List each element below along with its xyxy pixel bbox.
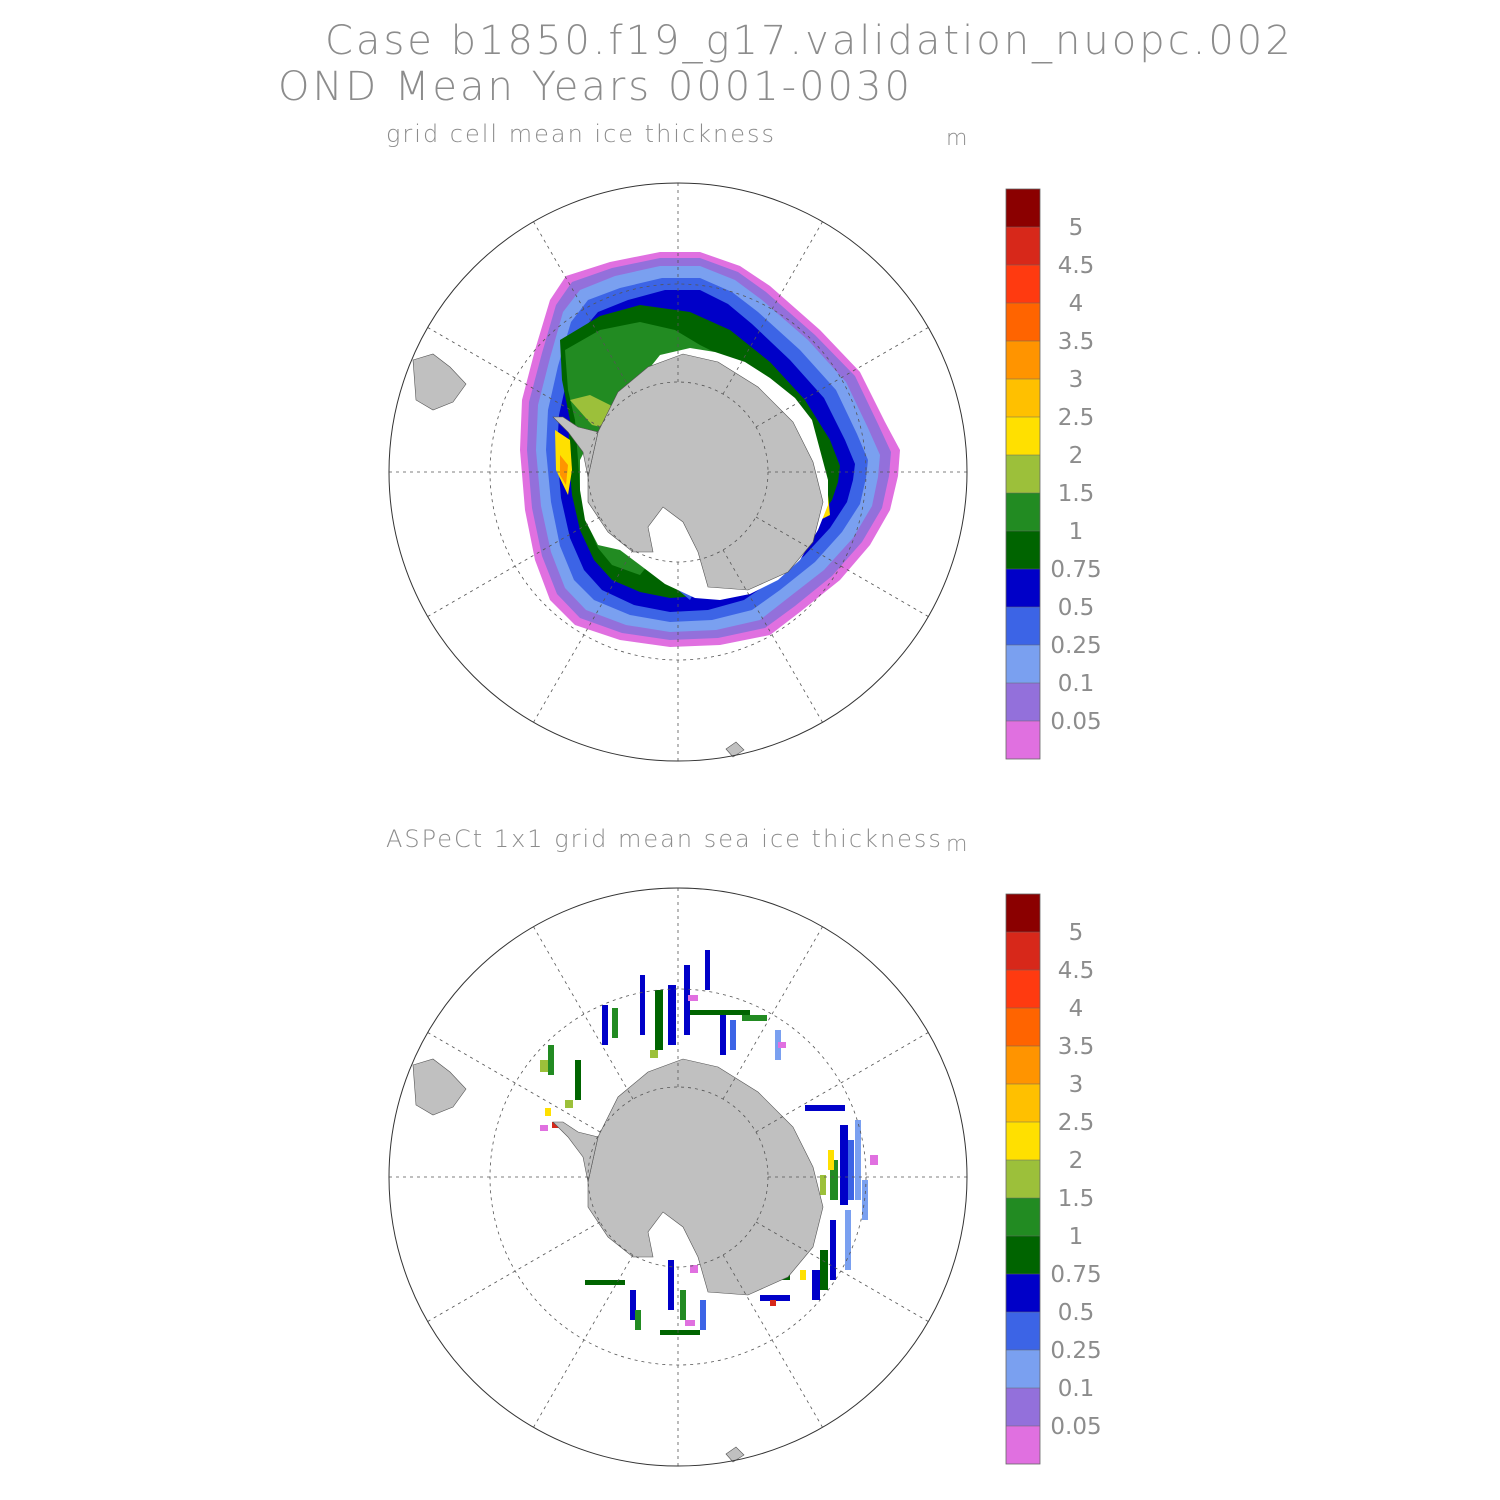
map-1-graticule xyxy=(389,183,967,761)
colorbar-2-tick-label: 4 xyxy=(1069,996,1084,1022)
colorbar-1-swatch xyxy=(1006,721,1040,759)
observed-ice-tracks xyxy=(540,950,878,1335)
colorbar-2-swatch xyxy=(1006,1046,1040,1084)
colorbar-2-swatch xyxy=(1006,970,1040,1008)
colorbar-2-swatch xyxy=(1006,1388,1040,1426)
map-2-island xyxy=(725,1446,745,1463)
colorbar-2-swatch xyxy=(1006,1084,1040,1122)
colorbar-2-swatch xyxy=(1006,1160,1040,1198)
colorbar-2-swatch xyxy=(1006,1198,1040,1236)
colorbar-1-tick-label: 2 xyxy=(1069,443,1084,469)
colorbar-1-swatch xyxy=(1006,417,1040,455)
panel-2-unit: m xyxy=(946,832,970,857)
colorbar-1-tick-label: 4.5 xyxy=(1058,253,1095,279)
map-2-south-america xyxy=(412,1058,467,1116)
colorbar-1-tick-label: 2.5 xyxy=(1058,405,1095,431)
colorbar-2-tick-label: 0.05 xyxy=(1050,1414,1101,1440)
map-1-peninsula xyxy=(552,416,599,478)
colorbar-1-tick-label: 0.1 xyxy=(1058,671,1095,697)
colorbar-2-tick-label: 0.75 xyxy=(1050,1262,1101,1288)
colorbar-2-swatch xyxy=(1006,1426,1040,1464)
colorbar-2-tick-label: 0.25 xyxy=(1050,1338,1101,1364)
colorbar-1-swatch xyxy=(1006,189,1040,227)
colorbar-1-swatch xyxy=(1006,341,1040,379)
colorbar-2-swatch xyxy=(1006,1236,1040,1274)
colorbar-1-tick-label: 0.05 xyxy=(1050,709,1101,735)
colorbar-2-tick-label: 1.5 xyxy=(1058,1186,1095,1212)
colorbar-2-swatch xyxy=(1006,1350,1040,1388)
colorbar-1-swatch xyxy=(1006,455,1040,493)
colorbar-2-tick-label: 4.5 xyxy=(1058,958,1095,984)
map-1-boundary xyxy=(388,182,968,762)
colorbar-1-tick-label: 5 xyxy=(1069,215,1084,241)
map-2-graticule xyxy=(389,888,967,1466)
period-title: OND Mean Years 0001-0030 xyxy=(278,64,913,110)
colorbar-1-tick-label: 0.75 xyxy=(1050,557,1101,583)
colorbar-1-swatch xyxy=(1006,265,1040,303)
colorbar-2-tick-label: 0.5 xyxy=(1058,1300,1095,1326)
colorbar-1-swatch xyxy=(1006,303,1040,341)
colorbar-2-tick-label: 2 xyxy=(1069,1148,1084,1174)
colorbar-2-swatch xyxy=(1006,894,1040,932)
colorbar-2-swatch xyxy=(1006,1122,1040,1160)
case-title: Case b1850.f19_g17.validation_nuopc.002 xyxy=(325,18,1294,64)
panel-1-title: grid cell mean ice thickness xyxy=(386,120,777,148)
colorbar-1-swatch xyxy=(1006,531,1040,569)
colorbar-1-swatch xyxy=(1006,569,1040,607)
colorbar-2-swatch xyxy=(1006,1312,1040,1350)
map-2-antarctica xyxy=(587,1058,824,1296)
colorbar-1-swatch xyxy=(1006,683,1040,721)
colorbar-2-swatch xyxy=(1006,1274,1040,1312)
colorbar-2: 5 4.5 4 3.5 3 2.5 2 1.5 1 0.75 0.5 0.25 0.1 0.05 xyxy=(1005,893,1102,1465)
map-1-antarctica xyxy=(587,353,824,591)
colorbar-2-tick-label: 0.1 xyxy=(1058,1376,1095,1402)
map-2-peninsula xyxy=(552,1121,599,1183)
observed-ice-map xyxy=(388,887,968,1467)
colorbar-2-tick-label: 3.5 xyxy=(1058,1034,1095,1060)
model-ice-map xyxy=(388,182,968,762)
colorbar-1-tick-label: 4 xyxy=(1069,291,1084,317)
colorbar-1-tick-label: 0.5 xyxy=(1058,595,1095,621)
colorbar-1-swatch xyxy=(1006,227,1040,265)
panel-1-unit: m xyxy=(946,126,970,151)
colorbar-1-tick-label: 0.25 xyxy=(1050,633,1101,659)
map-2-boundary xyxy=(388,887,968,1467)
map-1-south-america xyxy=(412,353,467,411)
colorbar-2-tick-label: 3 xyxy=(1069,1072,1084,1098)
colorbar-2-tick-label: 1 xyxy=(1069,1224,1084,1250)
map-1-island xyxy=(725,741,745,758)
colorbar-1: 5 4.5 4 3.5 3 2.5 2 1.5 1 0.75 0.5 0.25 0.1 0.05 xyxy=(1005,188,1102,760)
colorbar-1-tick-label: 1.5 xyxy=(1058,481,1095,507)
colorbar-1-swatch xyxy=(1006,645,1040,683)
panel-2-title: ASPeCt 1x1 grid mean sea ice thickness xyxy=(386,825,943,853)
colorbar-2-swatch xyxy=(1006,932,1040,970)
colorbar-2-swatch xyxy=(1006,1008,1040,1046)
colorbar-1-tick-label: 3 xyxy=(1069,367,1084,393)
colorbar-2-tick-label: 5 xyxy=(1069,920,1084,946)
colorbar-1-tick-label: 3.5 xyxy=(1058,329,1095,355)
colorbar-2-tick-label: 2.5 xyxy=(1058,1110,1095,1136)
colorbar-1-swatch xyxy=(1006,607,1040,645)
colorbar-1-swatch xyxy=(1006,493,1040,531)
colorbar-1-swatch xyxy=(1006,379,1040,417)
colorbar-1-tick-label: 1 xyxy=(1069,519,1084,545)
